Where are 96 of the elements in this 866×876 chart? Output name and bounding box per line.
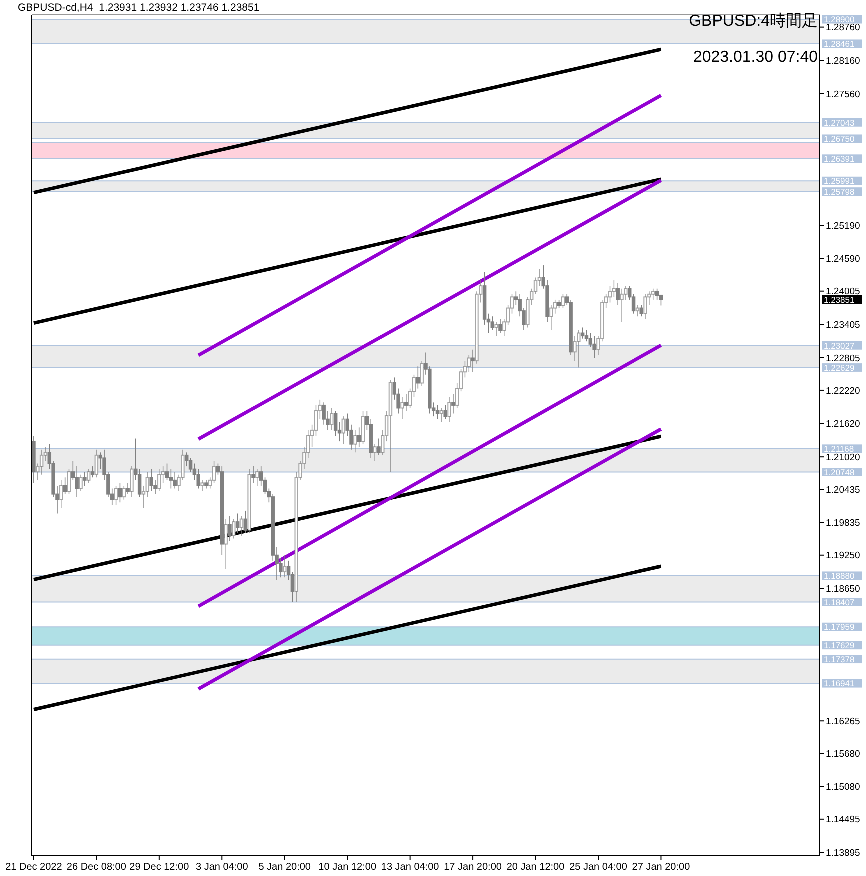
candlestick <box>118 482 122 504</box>
candlestick <box>330 408 334 431</box>
ref-line-label: 1.21168 <box>824 444 854 454</box>
ref-line-label: 1.16941 <box>824 678 855 689</box>
y-tick-label: 1.28160 <box>826 56 860 67</box>
x-tick-label: 5 Jan 20:00 <box>258 862 312 873</box>
candlestick <box>79 474 83 492</box>
candlestick <box>400 396 404 420</box>
x-tick-label: 3 Jan 04:00 <box>196 862 249 873</box>
candlestick <box>122 486 126 500</box>
candlestick <box>592 336 596 359</box>
candlestick <box>150 468 154 492</box>
y-tick-label: 1.16265 <box>826 716 860 728</box>
candlestick <box>256 468 260 486</box>
candlestick <box>580 327 585 340</box>
y-tick-label: 1.20435 <box>826 484 860 496</box>
candlestick <box>498 318 502 334</box>
candlestick <box>94 449 99 478</box>
text: 1.23851 <box>824 295 855 306</box>
candlestick <box>655 288 660 300</box>
candlestick <box>165 463 170 481</box>
candlestick <box>404 394 408 412</box>
x-tick-label: 13 Jan 04:00 <box>381 862 440 873</box>
ref-line-label: 1.28461 <box>824 39 855 50</box>
candlestick <box>354 430 358 454</box>
candlestick <box>494 322 498 336</box>
candlestick <box>416 366 420 390</box>
ref-line-label: 1.18880 <box>824 571 855 582</box>
x-tick-label: 21 Dec 2022 <box>6 862 63 873</box>
y-tick-label: 1.19250 <box>826 550 860 562</box>
candlestick <box>644 294 648 320</box>
ref-line-label: 1.22629 <box>824 362 855 373</box>
y-tick-label: 1.28760 <box>826 22 860 34</box>
candlestick <box>608 286 612 304</box>
ref-line-label: 1.17378 <box>824 654 855 664</box>
chart-subtitle: GBPUSD:4時間足 <box>689 12 818 30</box>
candlestick <box>584 330 589 342</box>
candlestick <box>659 294 664 306</box>
y-tick-label: 1.21020 <box>826 452 860 464</box>
candlestick <box>146 472 150 498</box>
candlestick <box>83 472 87 486</box>
y-tick-label: 1.15680 <box>826 748 860 760</box>
candlestick <box>436 405 440 420</box>
x-tick-label: 27 Jan 20:00 <box>632 862 691 873</box>
candlestick <box>448 396 452 423</box>
candlestick <box>440 408 444 423</box>
candlestick <box>228 516 232 542</box>
x-tick-label: 26 Dec 08:00 <box>66 862 127 873</box>
candlestick <box>444 405 448 420</box>
ref-line-label: 1.25798 <box>824 186 855 197</box>
ref-line-label: 1.23027 <box>824 340 855 351</box>
x-tick-label: 29 Dec 12:00 <box>130 862 190 873</box>
candlestick <box>620 288 624 323</box>
ref-line-label: 1.26391 <box>824 154 855 164</box>
y-tick-label: 1.19835 <box>826 518 860 530</box>
y-tick-label: 1.22805 <box>826 353 860 364</box>
y-tick-label: 1.22220 <box>826 386 860 397</box>
ref-line-label: 1.18407 <box>824 597 855 608</box>
ref-line-label: 1.25991 <box>824 176 855 186</box>
chart-title: GBPUSD-cd,H4 1.23931 1.23932 1.23746 1.23851 <box>18 2 260 14</box>
y-tick-label: 1.24005 <box>826 286 860 298</box>
x-tick-label: 20 Jan 12:00 <box>506 862 566 873</box>
y-tick-label: 1.24590 <box>826 254 860 266</box>
candlestick <box>158 468 162 492</box>
y-tick-label: 1.27560 <box>826 89 860 100</box>
ref-line-label: 1.27043 <box>824 118 855 128</box>
y-tick-label: 1.15080 <box>826 782 860 794</box>
ref-line-label: 1.17629 <box>824 640 855 650</box>
candlestick <box>282 554 287 578</box>
candlestick <box>377 438 381 456</box>
ref-line-label: 1.26750 <box>824 134 855 144</box>
x-tick-label: 25 Jan 04:00 <box>570 862 628 873</box>
x-tick-label: 10 Jan 12:00 <box>318 862 377 873</box>
candlestick <box>577 330 581 368</box>
candlestick <box>240 516 244 536</box>
ref-line-label: 1.28900 <box>824 14 855 25</box>
y-tick-label: 1.25190 <box>826 220 860 232</box>
y-tick-label: 1.21620 <box>826 419 860 430</box>
candlestick <box>236 513 240 534</box>
candlestick <box>612 280 616 298</box>
ref-line-label: 1.20748 <box>824 467 855 478</box>
candlestick <box>169 468 174 490</box>
y-tick-label: 1.18650 <box>826 584 860 595</box>
candlestick <box>561 294 566 309</box>
candlestick <box>67 468 72 495</box>
y-tick-label: 1.23405 <box>826 320 860 331</box>
candlestick <box>86 468 91 484</box>
y-tick-label: 1.13895 <box>826 848 860 860</box>
candlestick <box>114 486 118 506</box>
ref-line-label: 1.17959 <box>824 622 855 632</box>
candlestick <box>342 416 346 445</box>
candlestick <box>334 410 338 436</box>
x-tick-label: 17 Jan 20:00 <box>444 862 502 873</box>
candlestick <box>173 472 177 490</box>
annotation: 2023.01.30 07:40 <box>693 49 818 66</box>
y-tick-label: 1.14495 <box>826 814 860 826</box>
